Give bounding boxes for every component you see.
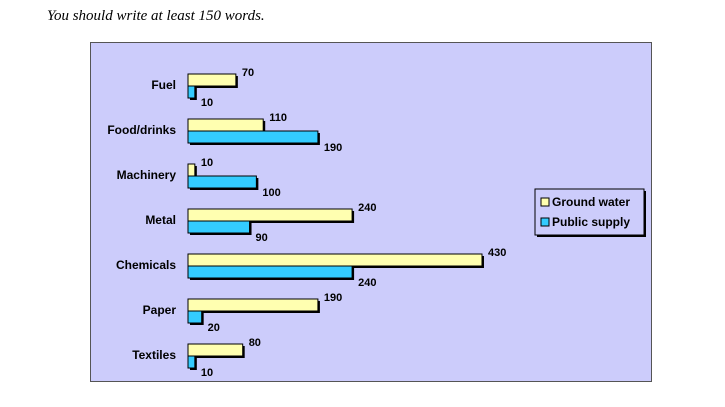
value-label-textiles-public-supply: 10 [201, 367, 213, 379]
bar-fuel-ground-water [187, 73, 237, 87]
value-label-chemicals-ground-water: 430 [488, 247, 506, 259]
value-label-paper-ground-water: 190 [324, 292, 342, 304]
chart-panel: Fuel 70 10 Food/drinks 110 190 Machinery 10 100 M… [90, 42, 652, 382]
legend-swatch-ground-water [540, 197, 550, 207]
bar-metal-ground-water [187, 208, 353, 222]
value-label-textiles-ground-water: 80 [249, 337, 261, 349]
bar-textiles-public-supply [187, 355, 196, 369]
bar-chemicals-public-supply [187, 265, 353, 279]
value-label-metal-public-supply: 90 [256, 232, 268, 244]
bar-chemicals-ground-water [187, 253, 483, 267]
bar-food-drinks-ground-water [187, 118, 264, 132]
value-label-fuel-public-supply: 10 [201, 97, 213, 109]
legend-label-public-supply: Public supply [552, 215, 630, 229]
value-label-machinery-ground-water: 10 [201, 157, 213, 169]
category-label-textiles: Textiles [132, 348, 176, 362]
category-label-paper: Paper [143, 303, 177, 317]
task-instruction: You should write at least 150 words. [47, 8, 265, 24]
value-label-food-drinks-public-supply: 190 [324, 142, 342, 154]
value-label-chemicals-public-supply: 240 [358, 277, 376, 289]
bar-machinery-public-supply [187, 175, 257, 189]
category-label-metal: Metal [145, 213, 176, 227]
legend-box [534, 188, 645, 236]
value-label-machinery-public-supply: 100 [262, 187, 280, 199]
bar-fuel-public-supply [187, 85, 196, 99]
legend-label-ground-water: Ground water [552, 195, 630, 209]
category-label-food-drinks: Food/drinks [107, 123, 176, 137]
bar-metal-public-supply [187, 220, 251, 234]
bar-machinery-ground-water [187, 163, 196, 177]
value-label-paper-public-supply: 20 [208, 322, 220, 334]
category-label-fuel: Fuel [151, 78, 176, 92]
bar-paper-ground-water [187, 298, 319, 312]
bar-chart: Fuel 70 10 Food/drinks 110 190 Machinery 10 100 M… [107, 67, 646, 379]
value-label-food-drinks-ground-water: 110 [269, 112, 287, 124]
legend-swatch-public-supply [540, 217, 550, 227]
category-label-chemicals: Chemicals [116, 258, 176, 272]
category-label-machinery: Machinery [117, 168, 177, 182]
bar-textiles-ground-water [187, 343, 244, 357]
value-label-metal-ground-water: 240 [358, 202, 376, 214]
bar-food-drinks-public-supply [187, 130, 319, 144]
bar-paper-public-supply [187, 310, 203, 324]
value-label-fuel-ground-water: 70 [242, 67, 254, 79]
